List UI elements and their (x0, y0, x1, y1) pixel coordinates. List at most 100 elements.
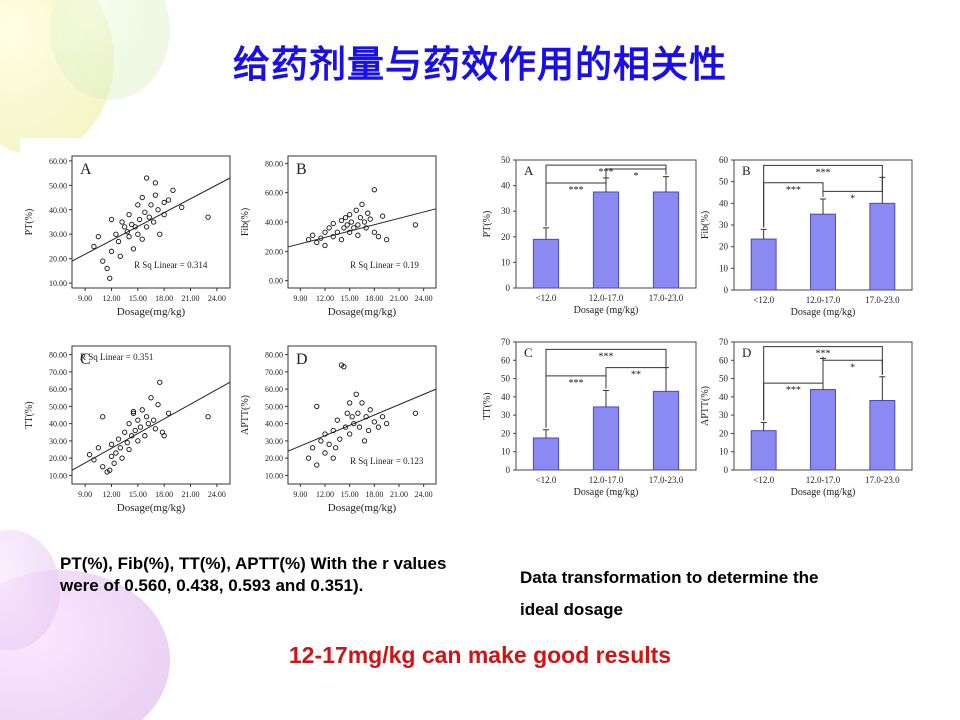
data-point (108, 216, 115, 223)
regression-line (287, 208, 437, 248)
y-axis-label: APTT(%) (240, 395, 251, 435)
data-point (322, 450, 328, 456)
data-point (143, 414, 150, 420)
bar (869, 400, 896, 471)
significance-label: *** (786, 385, 801, 396)
significance-label: *** (816, 167, 831, 178)
data-point (113, 231, 119, 237)
x-axis-label: Dosage(mg/kg) (328, 306, 397, 318)
data-point (359, 201, 365, 208)
category-label: <12.0 (753, 475, 774, 485)
data-point (117, 253, 123, 259)
data-point (115, 238, 122, 245)
x-tick-label: 18.00 (155, 490, 173, 499)
data-point (365, 210, 371, 216)
scatter-chart-D: D 10.00 20.00 30.00 40.00 50.00 60.00 70.00 80.0… (240, 345, 437, 514)
data-point (384, 420, 390, 427)
data-point (322, 431, 328, 437)
data-point (152, 192, 159, 198)
category-label: <12.0 (753, 295, 774, 305)
data-point (338, 217, 345, 224)
panel-letter: A (524, 163, 534, 178)
data-point (305, 236, 312, 243)
regression-line (71, 381, 231, 471)
panel-letter: D (742, 345, 751, 360)
y-axis-label: TT(%) (482, 392, 493, 419)
y-tick-label: 40.00 (265, 218, 283, 227)
data-point (347, 400, 353, 406)
category-label: <12.0 (536, 293, 557, 303)
x-tick-label: 9.00 (78, 294, 92, 303)
data-point (157, 379, 163, 385)
data-point (165, 410, 172, 416)
significance-label: * (850, 362, 855, 373)
scatter-chart-A: A 10.00 20.00 30.00 40.00 50.00 60.00 9.00 12.00… (24, 155, 231, 318)
data-point (326, 441, 332, 447)
data-point (126, 446, 132, 453)
panel-letter: B (742, 163, 751, 178)
bar-chart-D: D 0 10 20 30 40 50 60 70 <12.0 12.0-17.0 17.0-23.0 *… (700, 337, 913, 498)
data-point (143, 224, 150, 230)
data-point (334, 229, 340, 235)
data-point (330, 427, 336, 434)
data-point (148, 395, 154, 401)
data-point (322, 229, 328, 235)
data-point (155, 207, 161, 213)
significance-label: ** (631, 370, 641, 381)
transformation-caption: Data transformation to determine the ide… (520, 562, 920, 626)
x-tick-label: 15.00 (129, 294, 147, 303)
data-point (107, 467, 113, 473)
data-point (310, 445, 316, 451)
data-point (124, 229, 130, 235)
data-point (130, 408, 137, 415)
y-tick-label: 50 (719, 374, 729, 384)
data-point (344, 222, 350, 228)
data-point (337, 436, 343, 442)
bar (532, 238, 560, 289)
data-point (152, 180, 159, 186)
x-axis-label: Dosage (mg/kg) (574, 487, 639, 498)
scatter-panel: A 10.00 20.00 30.00 40.00 50.00 60.00 9.00 12.00… (20, 138, 450, 524)
data-point (314, 239, 320, 246)
data-point (375, 424, 382, 430)
y-tick-label: 40.00 (265, 420, 283, 429)
x-tick-label: 12.00 (103, 294, 121, 303)
data-point (130, 410, 137, 416)
data-point (161, 212, 167, 218)
x-tick-label: 24.00 (208, 294, 226, 303)
x-tick-label: 9.00 (293, 294, 307, 303)
data-point (165, 197, 172, 203)
significance-bracket (822, 175, 883, 197)
scatter-chart-C: C 10.00 20.00 30.00 40.00 50.00 60.00 70.00 80.0… (24, 345, 231, 514)
y-tick-label: 20.00 (265, 247, 283, 256)
y-tick-label: 50.00 (265, 402, 283, 411)
data-point (351, 420, 357, 427)
data-point (135, 202, 141, 208)
data-point (347, 431, 353, 437)
r-squared-label: R Sq Linear = 0.314 (134, 260, 208, 270)
data-point (148, 202, 154, 208)
y-tick-label: 30.00 (49, 230, 67, 239)
y-tick-label: 70 (501, 337, 511, 347)
data-point (179, 204, 185, 210)
y-tick-label: 50 (719, 177, 729, 187)
y-tick-label: 20.00 (49, 255, 67, 264)
y-tick-label: 10.00 (265, 471, 283, 480)
data-point (146, 214, 152, 220)
x-tick-label: 15.00 (341, 490, 359, 499)
x-tick-label: 21.00 (182, 490, 200, 499)
y-tick-label: 60 (719, 155, 729, 165)
y-tick-label: 70 (719, 337, 729, 347)
data-point (136, 216, 143, 223)
y-axis-label: APTT(%) (700, 386, 711, 426)
y-tick-label: 60 (501, 355, 511, 365)
plot-frame (287, 345, 437, 485)
data-point (375, 234, 382, 240)
y-tick-label: 20 (501, 428, 511, 438)
y-tick-label: 80.00 (265, 159, 283, 168)
y-tick-label: 60.00 (265, 189, 283, 198)
y-tick-label: 60.00 (49, 385, 67, 394)
y-tick-label: 40 (719, 198, 729, 208)
data-point (341, 225, 347, 231)
